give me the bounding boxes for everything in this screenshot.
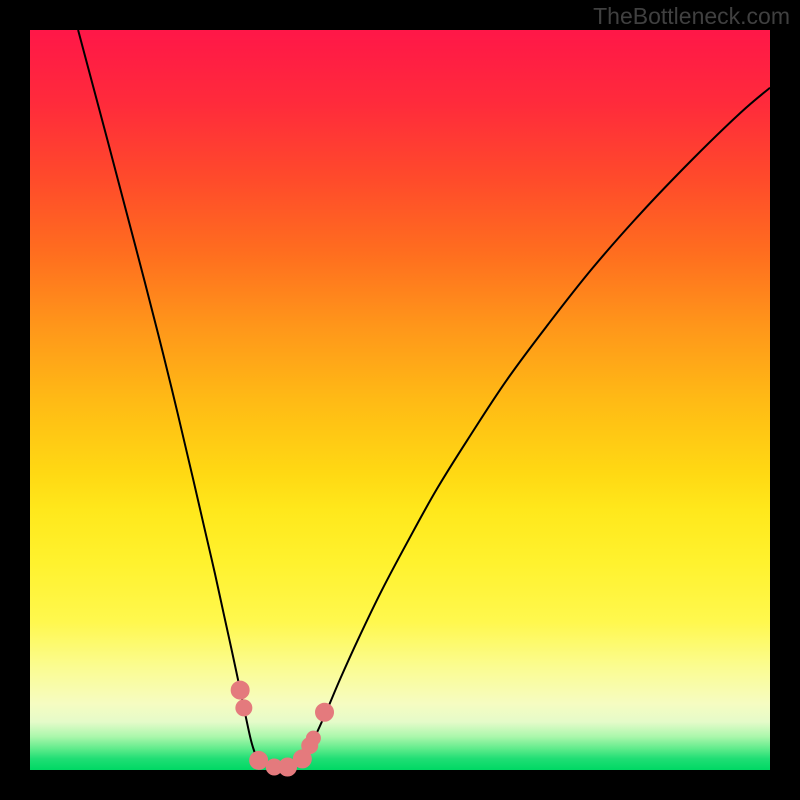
data-marker xyxy=(316,703,334,721)
data-marker xyxy=(306,731,320,745)
data-marker xyxy=(236,700,252,716)
data-marker xyxy=(250,751,268,769)
data-marker xyxy=(231,681,249,699)
watermark-text: TheBottleneck.com xyxy=(593,3,790,29)
bottleneck-chart: TheBottleneck.com xyxy=(0,0,800,800)
gradient-background xyxy=(30,30,770,770)
